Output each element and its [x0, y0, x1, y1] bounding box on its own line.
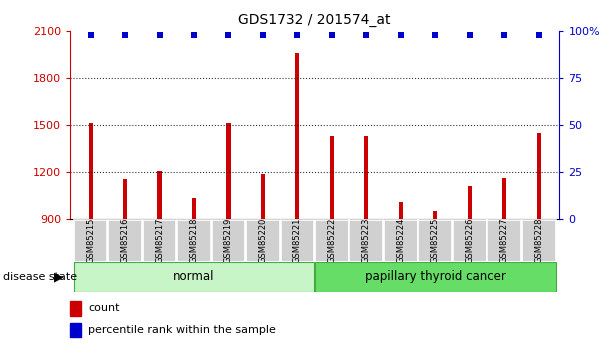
Bar: [226, 124, 230, 219]
Text: papillary thyroid cancer: papillary thyroid cancer: [365, 270, 506, 283]
Bar: [364, 136, 368, 219]
Text: GSM85225: GSM85225: [431, 218, 440, 263]
Title: GDS1732 / 201574_at: GDS1732 / 201574_at: [238, 13, 391, 27]
FancyBboxPatch shape: [522, 219, 556, 262]
FancyBboxPatch shape: [74, 219, 108, 262]
Text: count: count: [88, 303, 120, 313]
Text: percentile rank within the sample: percentile rank within the sample: [88, 325, 276, 335]
Bar: [70, 323, 81, 337]
Text: GSM85216: GSM85216: [120, 218, 130, 263]
Text: GSM85228: GSM85228: [534, 218, 543, 263]
FancyBboxPatch shape: [246, 219, 280, 262]
FancyBboxPatch shape: [384, 219, 418, 262]
Bar: [123, 179, 127, 219]
Text: GSM85218: GSM85218: [190, 218, 198, 263]
Text: disease state: disease state: [3, 272, 77, 282]
Text: GSM85215: GSM85215: [86, 218, 95, 263]
Bar: [295, 53, 300, 219]
Bar: [261, 175, 265, 219]
FancyBboxPatch shape: [488, 219, 521, 262]
Bar: [468, 186, 472, 219]
Text: ▶: ▶: [54, 270, 63, 283]
Bar: [399, 202, 403, 219]
Text: GSM85220: GSM85220: [258, 218, 268, 263]
FancyBboxPatch shape: [418, 219, 452, 262]
FancyBboxPatch shape: [212, 219, 246, 262]
Text: normal: normal: [173, 270, 215, 283]
FancyBboxPatch shape: [143, 219, 176, 262]
Text: GSM85219: GSM85219: [224, 218, 233, 263]
FancyBboxPatch shape: [315, 262, 556, 292]
Text: GSM85223: GSM85223: [362, 218, 371, 263]
Text: GSM85227: GSM85227: [500, 218, 509, 263]
FancyBboxPatch shape: [350, 219, 383, 262]
FancyBboxPatch shape: [315, 219, 349, 262]
Text: GSM85224: GSM85224: [396, 218, 406, 263]
FancyBboxPatch shape: [453, 219, 486, 262]
Bar: [434, 211, 437, 219]
Bar: [89, 124, 92, 219]
FancyBboxPatch shape: [280, 219, 314, 262]
FancyBboxPatch shape: [108, 219, 142, 262]
Bar: [537, 133, 541, 219]
Text: GSM85217: GSM85217: [155, 218, 164, 263]
Bar: [502, 178, 506, 219]
FancyBboxPatch shape: [74, 262, 314, 292]
Text: GSM85222: GSM85222: [327, 218, 336, 263]
Bar: [330, 136, 334, 219]
Bar: [192, 198, 196, 219]
Bar: [157, 171, 162, 219]
Bar: [70, 301, 81, 316]
Text: GSM85221: GSM85221: [293, 218, 302, 263]
Text: GSM85226: GSM85226: [465, 218, 474, 263]
FancyBboxPatch shape: [177, 219, 211, 262]
